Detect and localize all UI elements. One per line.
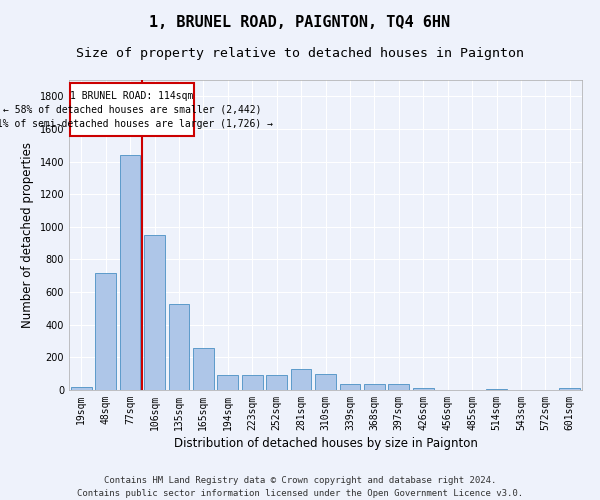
Text: Size of property relative to detached houses in Paignton: Size of property relative to detached ho…: [76, 48, 524, 60]
Y-axis label: Number of detached properties: Number of detached properties: [21, 142, 34, 328]
Bar: [144, 235, 165, 390]
Bar: [193, 348, 214, 390]
Bar: [559, 388, 580, 390]
Bar: [486, 389, 507, 390]
Bar: [413, 388, 434, 390]
Bar: [388, 384, 409, 390]
Bar: [169, 304, 190, 390]
Text: Contains HM Land Registry data © Crown copyright and database right 2024.
Contai: Contains HM Land Registry data © Crown c…: [77, 476, 523, 498]
Bar: [315, 374, 336, 390]
Text: 1 BRUNEL ROAD: 114sqm
← 58% of detached houses are smaller (2,442)
41% of semi-d: 1 BRUNEL ROAD: 114sqm ← 58% of detached …: [0, 91, 273, 129]
Bar: [71, 386, 92, 390]
Bar: [340, 384, 361, 390]
Text: 1, BRUNEL ROAD, PAIGNTON, TQ4 6HN: 1, BRUNEL ROAD, PAIGNTON, TQ4 6HN: [149, 15, 451, 30]
Bar: [266, 376, 287, 390]
Bar: [217, 374, 238, 390]
Bar: [95, 272, 116, 390]
X-axis label: Distribution of detached houses by size in Paignton: Distribution of detached houses by size …: [173, 437, 478, 450]
Bar: [119, 155, 140, 390]
Bar: [290, 369, 311, 390]
Bar: [364, 384, 385, 390]
Bar: [242, 374, 263, 390]
FancyBboxPatch shape: [70, 84, 194, 136]
